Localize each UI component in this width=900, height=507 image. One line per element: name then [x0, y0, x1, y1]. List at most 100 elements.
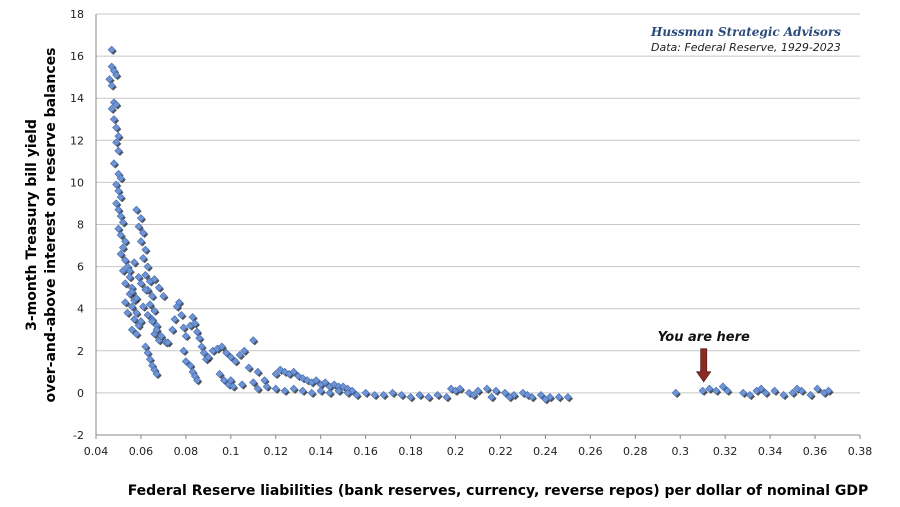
data-point-170	[455, 384, 465, 393]
data-point-92	[179, 323, 188, 332]
x-tick-label-17: 0.38	[848, 445, 873, 458]
data-point-135	[303, 376, 312, 385]
x-tick-label-5: 0.14	[308, 445, 333, 458]
data-point-150	[289, 384, 298, 393]
y-tick-label-7: 12	[70, 134, 84, 147]
x-tick-label-16: 0.36	[803, 445, 828, 458]
data-point-87	[168, 325, 177, 334]
data-point-207	[793, 384, 802, 393]
x-tick-label-6: 0.16	[353, 445, 378, 458]
data-point-160	[379, 390, 388, 400]
data-point-119	[253, 367, 262, 376]
data-point-189	[698, 386, 707, 395]
data-point-199	[779, 390, 788, 400]
data-point-175	[500, 388, 509, 397]
data-point-68	[136, 279, 145, 288]
data-point-194	[739, 388, 748, 397]
arrow-shape	[695, 348, 712, 383]
y-tick-labels: -2 0 2 4 6 8 10 12 14 16 18	[70, 8, 84, 442]
data-point-206	[757, 384, 766, 393]
data-point-83	[159, 292, 168, 301]
data-point-77	[139, 302, 148, 311]
data-point-156	[343, 388, 352, 397]
data-points	[105, 45, 834, 405]
data-point-78	[143, 310, 152, 320]
data-point-154	[325, 388, 334, 397]
data-point-19	[116, 193, 125, 202]
x-tick-label-2: 0.08	[174, 445, 199, 458]
data-point-18	[114, 186, 123, 195]
data-point-26	[121, 237, 130, 246]
data-point-127	[260, 376, 269, 385]
data-point-183	[469, 390, 478, 400]
data-point-45	[136, 214, 145, 223]
data-point-195	[745, 390, 754, 400]
data-point-16	[116, 174, 125, 183]
data-point-164	[415, 390, 424, 400]
data-point-152	[307, 388, 316, 397]
x-tick-label-0: 0.04	[84, 445, 109, 458]
x-tick-label-7: 0.18	[398, 445, 423, 458]
data-point-64	[145, 355, 154, 364]
data-point-62	[141, 342, 150, 351]
data-point-3	[112, 71, 121, 80]
data-point-121	[220, 376, 229, 385]
data-point-86	[163, 338, 172, 347]
data-point-39	[130, 315, 139, 324]
data-point-32	[125, 273, 134, 282]
data-point-80	[152, 325, 161, 334]
data-point-202	[806, 390, 815, 400]
data-point-200	[788, 388, 797, 397]
data-point-71	[130, 258, 139, 267]
axes	[95, 14, 860, 436]
data-point-50	[139, 254, 148, 263]
data-point-22	[116, 212, 125, 221]
data-point-76	[134, 273, 143, 282]
data-point-28	[116, 249, 125, 258]
data-point-146	[253, 384, 262, 393]
data-point-51	[143, 262, 152, 271]
data-point-158	[361, 388, 370, 397]
data-point-41	[127, 325, 136, 334]
data-point-108	[204, 353, 213, 362]
data-point-84	[154, 283, 163, 292]
data-point-48	[136, 237, 145, 246]
data-point-120	[215, 369, 224, 378]
you-are-here-arrow-icon	[695, 348, 712, 383]
data-point-184	[487, 393, 496, 402]
data-point-100	[199, 348, 208, 357]
data-point-31	[118, 266, 127, 275]
data-point-132	[289, 367, 298, 376]
data-point-5	[107, 81, 116, 90]
data-point-88	[170, 315, 179, 324]
x-tick-label-9: 0.22	[488, 445, 513, 458]
data-point-9	[109, 115, 119, 124]
data-point-118	[249, 336, 258, 345]
data-point-105	[193, 376, 202, 385]
data-point-181	[554, 393, 563, 402]
data-point-115	[235, 350, 244, 360]
data-point-72	[125, 266, 134, 275]
data-point-190	[705, 384, 714, 393]
data-point-191	[712, 386, 721, 395]
data-point-23	[118, 218, 127, 227]
data-point-107	[179, 346, 188, 355]
data-point-99	[197, 342, 206, 351]
data-point-20	[112, 199, 121, 208]
data-point-193	[723, 386, 732, 395]
x-tick-label-11: 0.26	[578, 445, 603, 458]
data-point-85	[150, 275, 159, 284]
x-tick-label-1: 0.06	[129, 445, 154, 458]
data-point-25	[116, 231, 125, 240]
data-point-128	[271, 369, 280, 378]
data-point-167	[442, 393, 451, 402]
data-point-46	[134, 222, 143, 231]
x-tick-label-4: 0.12	[264, 445, 289, 458]
data-point-63	[143, 348, 152, 357]
data-point-29	[121, 256, 130, 265]
data-point-13	[114, 146, 123, 155]
data-point-8	[112, 100, 121, 109]
y-tick-label-9: 16	[70, 50, 84, 63]
data-point-56	[145, 300, 154, 309]
data-point-38	[132, 308, 141, 317]
